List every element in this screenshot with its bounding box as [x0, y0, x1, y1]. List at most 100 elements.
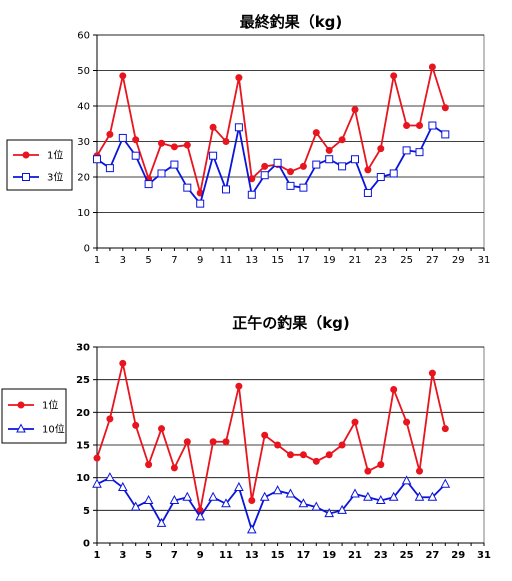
chart2-series-1-point [441, 425, 449, 433]
chart1-y-tick-label: 60 [77, 31, 90, 42]
chart1-y-tick-label: 50 [77, 66, 90, 77]
chart1-series-2-point [222, 185, 230, 194]
chart2-x-tick-label: 1 [94, 550, 101, 561]
chart2-series-2-point [298, 498, 309, 508]
chart1-series-1-point [325, 146, 333, 154]
chart2-x-tick-label: 17 [296, 550, 310, 561]
chart2-title: 正午の釣果（kg) [232, 314, 350, 332]
chart2-series-2-point [311, 501, 322, 511]
chart1-series-2-point [234, 123, 243, 132]
chart1-x-tick-label: 3 [120, 255, 126, 266]
chart1-series-1-point [170, 143, 178, 151]
chart2-series-2-point [259, 491, 270, 501]
chart2-series-1-point [274, 441, 282, 449]
chart2-x-tick-label: 5 [145, 550, 152, 561]
chart2-series-1-point [261, 431, 269, 439]
chart2-series-2-point [375, 494, 386, 505]
chart2-series-1-line [96, 363, 447, 511]
chart2-series-2-point [234, 481, 244, 491]
chart2-x-tick-label: 7 [171, 550, 178, 561]
chart2-series-2-point [221, 498, 231, 508]
chart1-series-2-point [351, 155, 359, 164]
chart2-x-tick-label: 31 [477, 550, 491, 561]
chart1-series-2-point [157, 169, 166, 178]
chart2-x-tick-label: 19 [322, 550, 336, 561]
chart1-series-1-point [312, 129, 320, 137]
chart1-x-tick-label: 15 [271, 255, 284, 266]
chart1-series-2-point [170, 160, 179, 169]
chart1-series-1-point [441, 104, 449, 112]
chart2-series-1-point [403, 418, 411, 426]
chart1-x-tick-label: 5 [145, 255, 151, 266]
chart2-y-tick-label: 30 [76, 343, 90, 354]
chart2-series-1-point [93, 454, 101, 462]
chart1-x-tick-label: 31 [478, 255, 491, 266]
chart1-series-2-point [93, 155, 101, 164]
chart2-series-2-point [363, 491, 373, 501]
chart2-series-1-point [338, 441, 346, 449]
chart1-series-1-point [299, 162, 307, 170]
chart1-legend-swatch-marker [22, 173, 30, 181]
chart2-series-1-point [158, 425, 165, 433]
chart2-series-1-point [312, 457, 320, 465]
chart1-legend-swatch-marker [22, 151, 30, 159]
chart1-series-1-point [287, 168, 294, 176]
chart2-x-tick-label: 27 [425, 550, 439, 561]
chart2-series-1-point [287, 451, 294, 459]
chart2-series-2-point [156, 517, 167, 527]
chart1-series-1-point [209, 123, 217, 131]
chart2-y-tick-label: 0 [83, 539, 90, 550]
chart2-series-1-point [364, 467, 372, 475]
chart2-series-2-line [96, 476, 446, 533]
chart-final-catch: 最終釣果（kg) 0 10 20 30 40 50 60 1 3 5 7 9 11 13 15 17 19 21 23… [0, 0, 512, 290]
chart2-series-2-point [208, 491, 218, 501]
chart1-x-tick-label: 7 [171, 255, 177, 266]
chart1-series-1-point [338, 136, 346, 144]
chart1-series-2-point [376, 173, 385, 181]
chart2-series-1-point [145, 461, 153, 469]
chart2-x-tick-label: 15 [271, 550, 285, 561]
chart1-series-1-point [119, 72, 127, 80]
chart1-series-1-point [390, 72, 398, 80]
chart2-x-tick-label: 3 [119, 550, 126, 561]
chart2-series-1-point [351, 418, 359, 426]
chart2-series-1-point [119, 359, 127, 367]
chart1-series-2-point [441, 130, 450, 139]
chart1-title: 最終釣果（kg) [240, 13, 343, 31]
chart2-legend-swatch-marker [17, 401, 25, 409]
chart1-series-2-point [338, 162, 347, 171]
chart1-x-tick-label: 29 [452, 255, 465, 266]
chart1-x-tick-label: 9 [197, 255, 203, 266]
chart1-series-1-point [403, 122, 411, 130]
chart2-series-2-point [414, 491, 425, 501]
chart1-y-tick-label: 20 [77, 173, 90, 184]
chart1-series-1-point [235, 74, 243, 82]
chart2-series-1-point [325, 451, 333, 459]
chart-noon-catch: 正午の釣果（kg) 0 5 10 15 20 25 30 1 3 5 7 9 11 13 15 17 19 21 23… [0, 290, 512, 581]
chart2-series-2-point [427, 491, 438, 501]
chart1-series-2-point [131, 151, 140, 160]
chart2-series-2-point [195, 511, 206, 521]
chart1-series-1-point [261, 162, 269, 170]
chart2-series-1-point [390, 385, 398, 393]
chart1-x-tick-label: 27 [426, 255, 439, 266]
chart1-series-2-point [389, 169, 398, 178]
chart2-series-2-point [285, 488, 296, 498]
chart1-series-1-point [183, 141, 191, 149]
chart1-series-2-point [325, 155, 334, 164]
chart1-series-2-point [402, 146, 411, 155]
chart1-series-2-point [299, 183, 308, 192]
chart1-series-1-point [377, 145, 385, 153]
chart2-x-tick-label: 9 [197, 550, 204, 561]
chart2-series-1-point [299, 451, 307, 459]
chart2-series-1-point [235, 382, 243, 390]
chart1-series-2-point [363, 188, 372, 197]
chart1-series-2-point [286, 181, 295, 190]
chart2-y-tick-label: 10 [76, 473, 90, 484]
chart1-x-tick-label: 19 [323, 255, 336, 266]
chart2-series-2-point [130, 501, 141, 511]
chart2-series-2-point [401, 475, 412, 485]
chart2-x-tick-label: 29 [451, 550, 465, 561]
